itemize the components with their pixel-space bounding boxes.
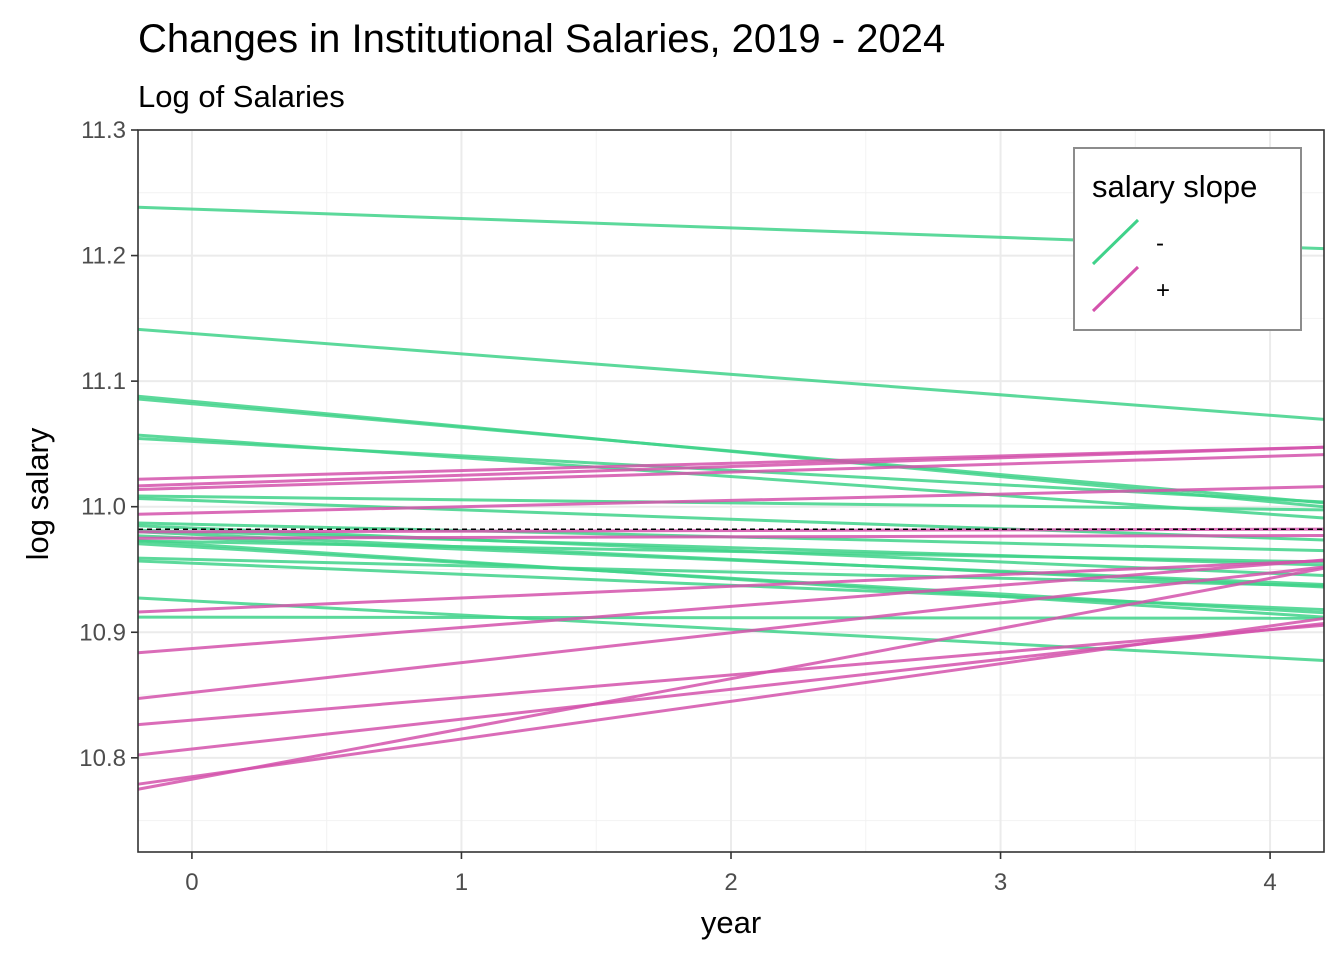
series-lines <box>137 205 1325 791</box>
x-tick-label: 3 <box>994 869 1007 896</box>
y-tick-label: 11.1 <box>81 368 126 395</box>
x-tick-label: 0 <box>185 869 198 896</box>
series-line <box>137 623 1325 727</box>
legend-label-positive: + <box>1156 277 1170 304</box>
series-line <box>137 494 1325 512</box>
x-axis: 0 1 2 3 4 <box>185 852 1277 896</box>
series-line <box>137 616 1325 786</box>
series-line <box>137 539 1325 564</box>
y-tick-label: 11.2 <box>81 243 126 270</box>
legend-key-negative <box>1091 218 1140 266</box>
y-axis: 10.8 10.9 11.0 11.1 11.2 11.3 <box>79 117 138 772</box>
legend-label-negative: - <box>1156 230 1164 257</box>
series-line <box>137 566 1325 791</box>
x-tick-label: 1 <box>455 869 468 896</box>
series-line <box>137 327 1325 421</box>
series-line <box>137 565 1325 700</box>
y-tick-label: 10.9 <box>79 619 126 646</box>
y-tick-label: 11.0 <box>81 494 126 521</box>
y-tick-label: 10.8 <box>79 745 126 772</box>
series-line <box>137 453 1325 491</box>
x-axis-title: year <box>701 905 761 940</box>
legend-box <box>1073 147 1302 331</box>
series-line <box>137 556 1325 588</box>
series-line <box>137 445 1325 488</box>
x-tick-label: 2 <box>724 869 737 896</box>
legend-title: salary slope <box>1092 169 1257 204</box>
y-axis-title: log salary <box>20 427 55 560</box>
chart-subtitle: Log of Salaries <box>138 79 345 114</box>
series-line <box>137 559 1325 614</box>
series-line <box>137 558 1325 655</box>
series-line <box>137 615 1325 620</box>
series-line <box>137 497 1325 542</box>
series-line <box>137 485 1325 516</box>
legend: salary slope - + <box>1073 147 1302 331</box>
series-line <box>137 596 1325 662</box>
legend-key-positive <box>1091 265 1140 313</box>
series-line <box>137 397 1325 505</box>
series-line <box>137 527 1325 534</box>
y-tick-label: 11.3 <box>81 117 126 144</box>
x-tick-label: 4 <box>1263 869 1276 896</box>
chart-title: Changes in Institutional Salaries, 2019 … <box>138 17 945 61</box>
series-line <box>137 533 1325 540</box>
